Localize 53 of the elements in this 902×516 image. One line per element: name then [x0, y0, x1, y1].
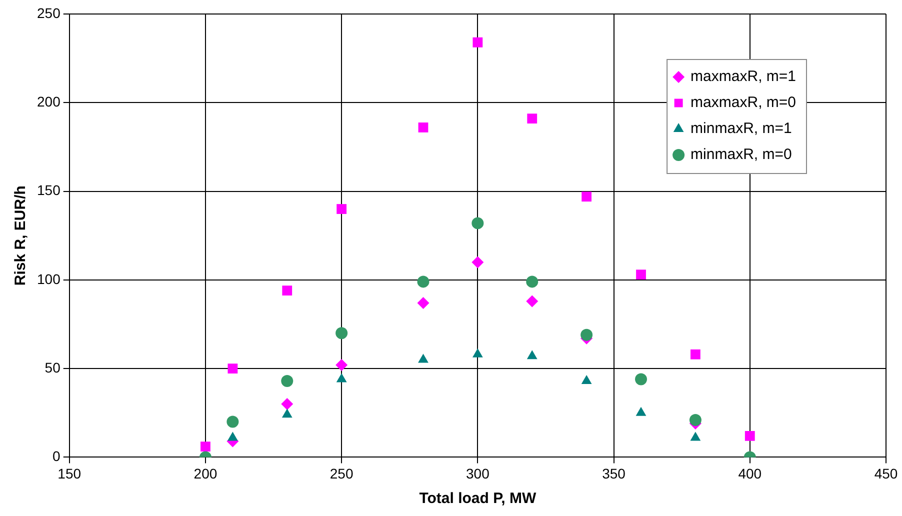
point — [282, 408, 292, 418]
point — [336, 204, 347, 214]
point — [582, 192, 592, 202]
y-tick-label: 50 — [44, 359, 61, 376]
x-axis-title: Total load P, MW — [419, 490, 537, 508]
legend-label: minmaxR, m=0 — [690, 146, 792, 164]
point — [690, 349, 700, 360]
point — [281, 398, 294, 410]
x-tick-label: 450 — [874, 465, 898, 482]
point — [526, 350, 538, 360]
point — [472, 256, 484, 268]
point — [636, 270, 646, 280]
point — [200, 442, 210, 452]
y-tick-label: 0 — [52, 448, 61, 464]
point — [227, 432, 238, 441]
point — [690, 432, 701, 441]
legend-label: minmaxR, m=1 — [690, 120, 792, 138]
x-tick-label: 350 — [602, 465, 626, 482]
point — [336, 327, 348, 340]
point — [744, 430, 755, 441]
y-axis-title: Risk R, EUR/h — [12, 186, 30, 286]
point — [282, 286, 292, 296]
point — [336, 373, 347, 382]
y-tick-label: 200 — [37, 94, 61, 110]
y-tick-label: 100 — [37, 270, 61, 287]
point — [417, 296, 430, 309]
point — [472, 37, 483, 48]
point — [228, 364, 238, 374]
x-tick-label: 300 — [466, 465, 490, 482]
point — [581, 374, 592, 384]
point — [417, 276, 430, 288]
point — [635, 373, 648, 386]
point — [636, 406, 646, 416]
point — [580, 328, 593, 341]
point — [336, 359, 348, 372]
point — [526, 276, 538, 288]
x-tick-label: 250 — [330, 465, 354, 482]
point — [472, 348, 483, 358]
point — [472, 217, 484, 230]
point — [418, 122, 428, 132]
x-tick-label: 200 — [194, 465, 218, 482]
point — [226, 416, 239, 428]
point — [526, 295, 538, 308]
point — [527, 114, 538, 124]
legend-label: maxmaxR, m=1 — [690, 68, 796, 86]
y-tick-label: 250 — [37, 4, 61, 21]
x-tick-label: 400 — [738, 465, 762, 482]
point — [689, 414, 702, 426]
point — [281, 374, 294, 387]
point — [418, 354, 428, 363]
y-tick-label: 150 — [37, 182, 61, 198]
legend-label: maxmaxR, m=0 — [690, 94, 796, 112]
x-tick-label: 150 — [58, 465, 82, 482]
